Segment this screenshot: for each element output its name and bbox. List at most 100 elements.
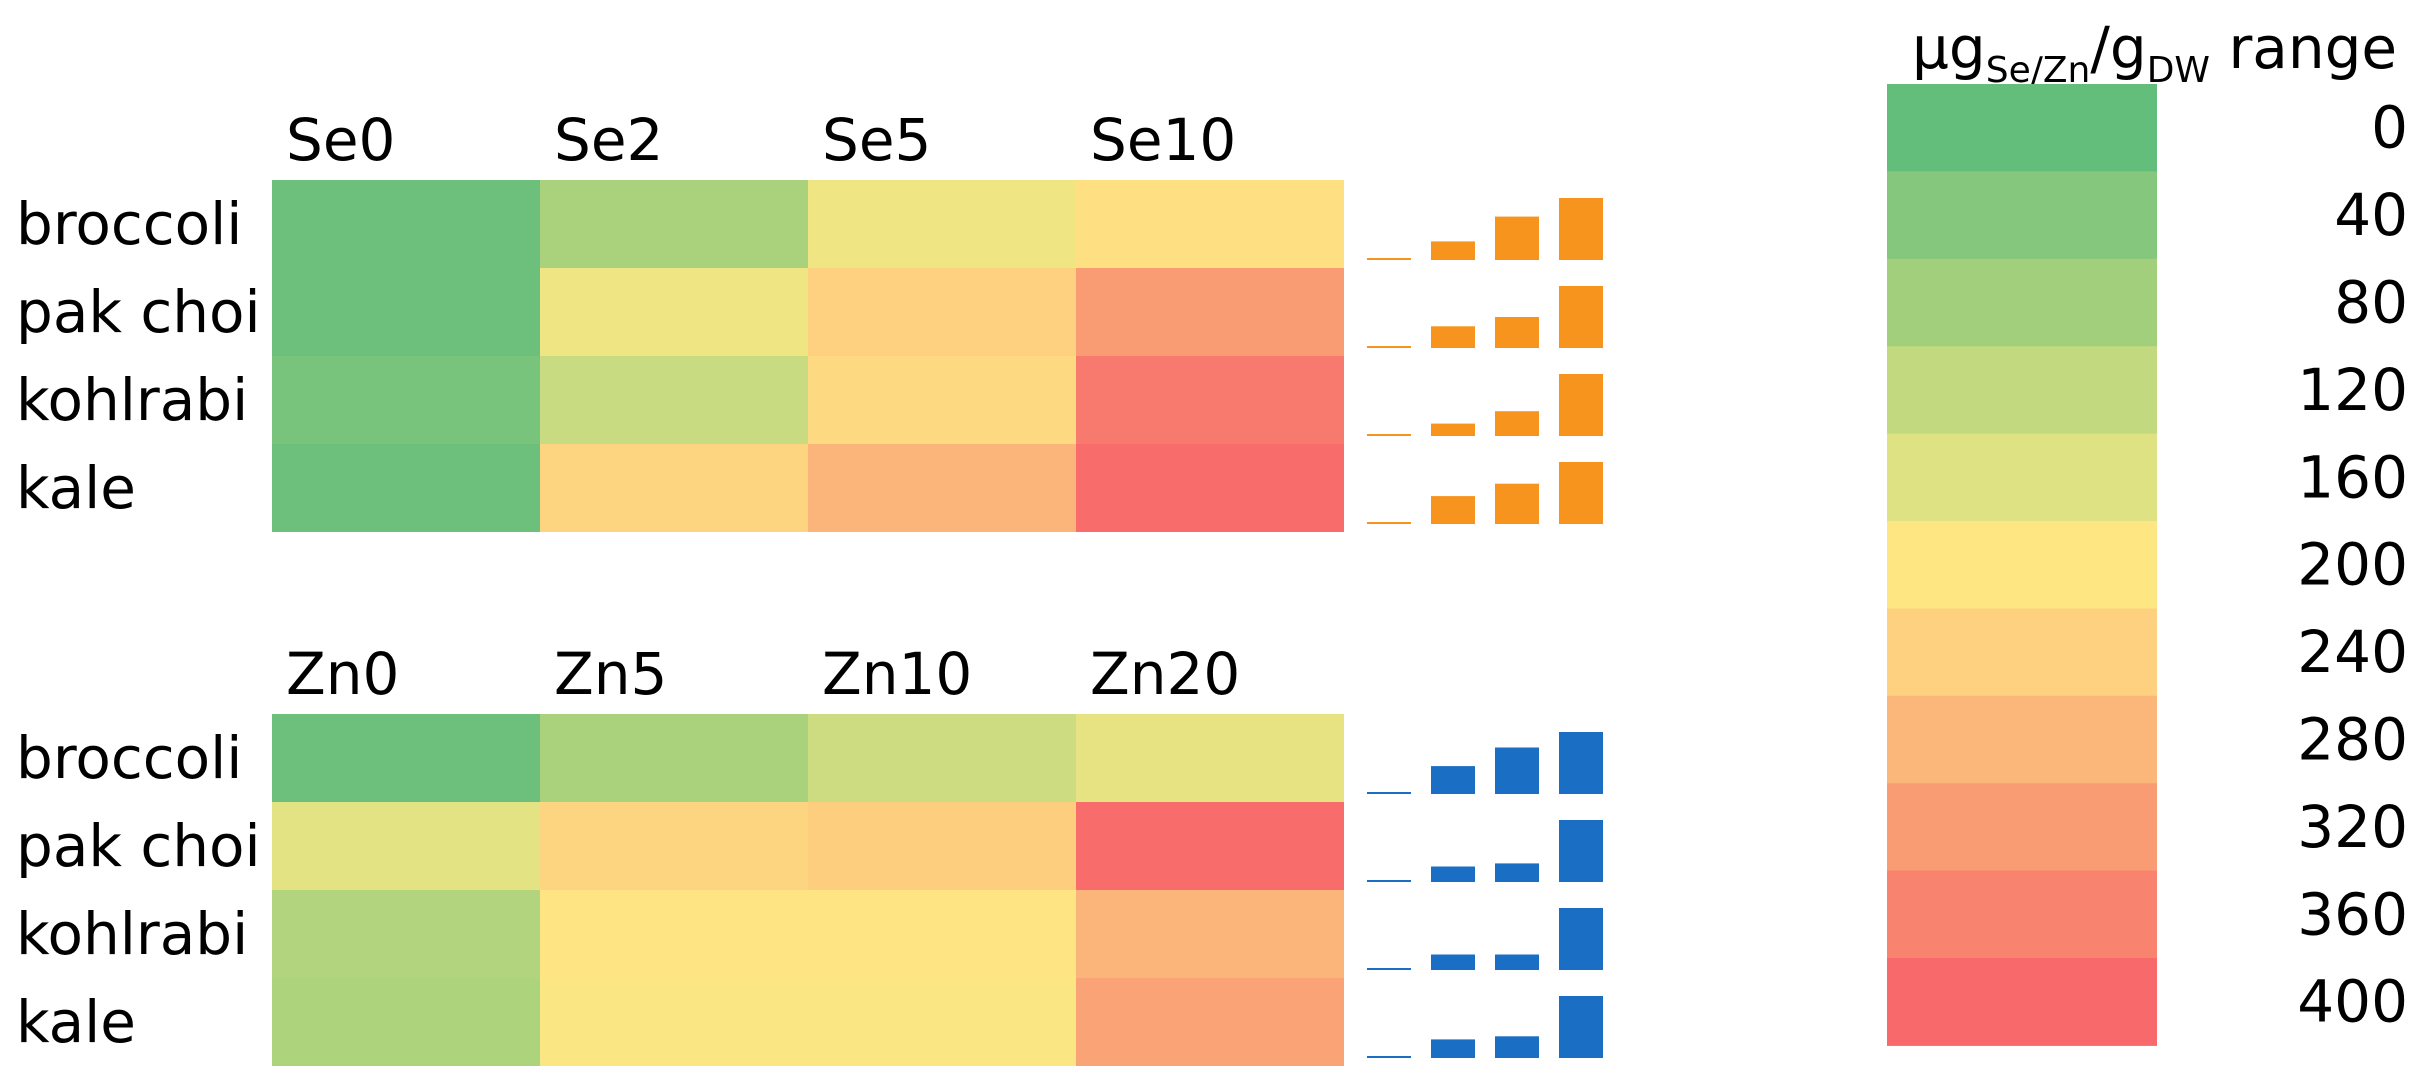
- heatmap-cell: [1076, 444, 1344, 532]
- row-label: broccoli: [16, 724, 242, 792]
- heatmap-cell: [808, 890, 1076, 978]
- legend-swatch: [1887, 783, 2157, 872]
- column-label: Se0: [286, 106, 395, 174]
- heatmap-cell: [540, 978, 808, 1066]
- heatmap-panel-2: Zn0 Zn5 Zn10 Zn20 broccoli pak choi kohlrabi ka…: [16, 640, 1603, 1066]
- column-label: Se10: [1090, 106, 1236, 174]
- heatmap-cell: [808, 356, 1076, 444]
- spark-bar: [1431, 241, 1475, 260]
- legend-swatch: [1887, 171, 2157, 260]
- legend-value: 240: [2297, 618, 2408, 686]
- column-label: Zn10: [822, 640, 972, 708]
- heatmap-cell: [808, 714, 1076, 802]
- heatmap-cell: [540, 356, 808, 444]
- legend-title: μgSe/Zn/gDW range: [1912, 14, 2397, 91]
- heatmap-cell: [272, 802, 540, 890]
- spark-bar: [1495, 863, 1539, 882]
- spark-bar: [1559, 996, 1603, 1058]
- heatmap-cell: [1076, 268, 1344, 356]
- spark-bar: [1431, 866, 1475, 882]
- spark-baseline: [1367, 792, 1411, 794]
- legend-swatch: [1887, 608, 2157, 697]
- legend-swatch: [1887, 521, 2157, 609]
- legend-value: 0: [2371, 94, 2408, 162]
- spark-bar: [1559, 462, 1603, 524]
- row-label: pak choi: [16, 812, 261, 880]
- spark-baseline: [1367, 522, 1411, 524]
- spark-baseline: [1367, 968, 1411, 970]
- legend-swatch: [1887, 84, 2157, 172]
- legend-title-part: DW: [2147, 50, 2210, 91]
- row-label: kohlrabi: [16, 900, 248, 968]
- spark-bar: [1495, 747, 1539, 794]
- spark-baseline: [1367, 1056, 1411, 1058]
- heatmap-panel-1: Se0 Se2 Se5 Se10 broccoli pak choi kohlrabi kal…: [16, 106, 1603, 532]
- legend-value: 280: [2297, 706, 2408, 774]
- heatmap-cell: [1076, 714, 1344, 802]
- legend-value: 160: [2297, 443, 2408, 511]
- legend-title-part: μg: [1912, 14, 1986, 82]
- legend-swatch: [1887, 258, 2157, 347]
- spark-bar: [1431, 1039, 1475, 1058]
- spark-bar: [1431, 766, 1475, 794]
- legend-value: 320: [2297, 793, 2408, 861]
- legend-swatch: [1887, 958, 2157, 1046]
- legend-swatch: [1887, 346, 2157, 435]
- legend-value: 120: [2297, 356, 2408, 424]
- legend-swatch: [1887, 695, 2157, 784]
- row-label: kohlrabi: [16, 366, 248, 434]
- spark-bar: [1559, 374, 1603, 436]
- heatmap-cell: [540, 180, 808, 268]
- heatmap-cell: [272, 714, 540, 802]
- spark-bar: [1431, 423, 1475, 436]
- legend-value: 400: [2297, 968, 2408, 1036]
- heatmap-panels: Se0 Se2 Se5 Se10 broccoli pak choi kohlrabi kal…: [16, 106, 1603, 1066]
- heatmap-cell: [808, 802, 1076, 890]
- row-label: kale: [16, 454, 136, 522]
- heatmap-cell: [1076, 180, 1344, 268]
- heatmap-cell: [540, 714, 808, 802]
- heatmap-cell: [808, 268, 1076, 356]
- heatmap-cell: [1076, 978, 1344, 1066]
- heatmap-cell: [540, 444, 808, 532]
- heatmap-cell: [808, 444, 1076, 532]
- spark-bar: [1431, 496, 1475, 524]
- column-label: Zn0: [286, 640, 399, 708]
- row-label: broccoli: [16, 190, 242, 258]
- spark-bar: [1431, 954, 1475, 970]
- spark-bar: [1559, 908, 1603, 970]
- heatmap-cell: [272, 356, 540, 444]
- spark-baseline: [1367, 258, 1411, 260]
- spark-bar: [1495, 411, 1539, 436]
- spark-bar: [1495, 483, 1539, 524]
- spark-bar: [1559, 198, 1603, 260]
- legend-swatch: [1887, 870, 2157, 959]
- column-label: Zn20: [1090, 640, 1240, 708]
- legend-swatch: [1887, 433, 2157, 522]
- column-label: Se2: [554, 106, 663, 174]
- heatmap-cell: [540, 890, 808, 978]
- heatmap-cell: [540, 802, 808, 890]
- heatmap-cell: [540, 268, 808, 356]
- spark-bar: [1559, 286, 1603, 348]
- row-label: pak choi: [16, 278, 261, 346]
- spark-bar: [1559, 732, 1603, 794]
- legend-title-part: /g: [2090, 14, 2146, 82]
- legend-value: 200: [2297, 531, 2408, 599]
- heatmap-cell: [808, 978, 1076, 1066]
- spark-bar: [1559, 820, 1603, 882]
- legend-value: 80: [2334, 269, 2408, 337]
- spark-bar: [1495, 954, 1539, 970]
- spark-bar: [1495, 317, 1539, 348]
- spark-bar: [1495, 1036, 1539, 1058]
- spark-bar: [1495, 216, 1539, 260]
- spark-baseline: [1367, 434, 1411, 436]
- heatmap-cell: [808, 180, 1076, 268]
- heatmap-cell: [1076, 802, 1344, 890]
- column-label: Zn5: [554, 640, 667, 708]
- heatmap-cell: [272, 890, 540, 978]
- heatmap-cell: [272, 180, 540, 268]
- legend-title-part: range: [2210, 14, 2397, 82]
